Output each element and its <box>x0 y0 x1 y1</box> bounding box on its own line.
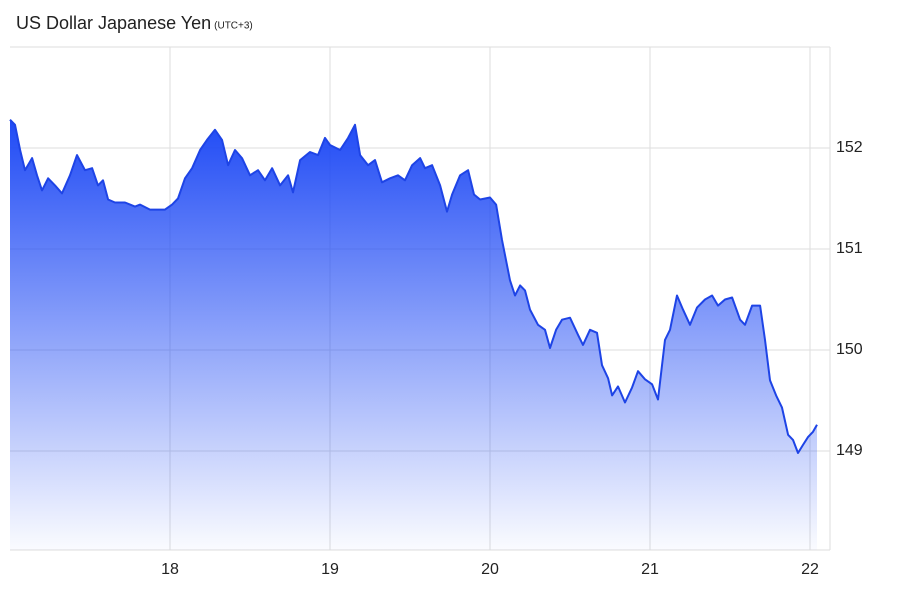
x-tick-label: 19 <box>321 561 339 578</box>
x-tick-label: 22 <box>801 561 819 578</box>
x-tick-label: 18 <box>161 561 179 578</box>
y-tick-label: 151 <box>836 240 863 257</box>
y-tick-label: 150 <box>836 341 863 358</box>
chart-subtitle: (UTC+3) <box>214 21 253 32</box>
y-tick-label: 152 <box>836 139 863 156</box>
x-tick-label: 21 <box>641 561 659 578</box>
chart-title: US Dollar Japanese Yen <box>16 13 211 33</box>
line <box>9 118 818 454</box>
area <box>10 119 817 550</box>
y-tick-label: 149 <box>836 442 863 459</box>
x-tick-label: 20 <box>481 561 499 578</box>
